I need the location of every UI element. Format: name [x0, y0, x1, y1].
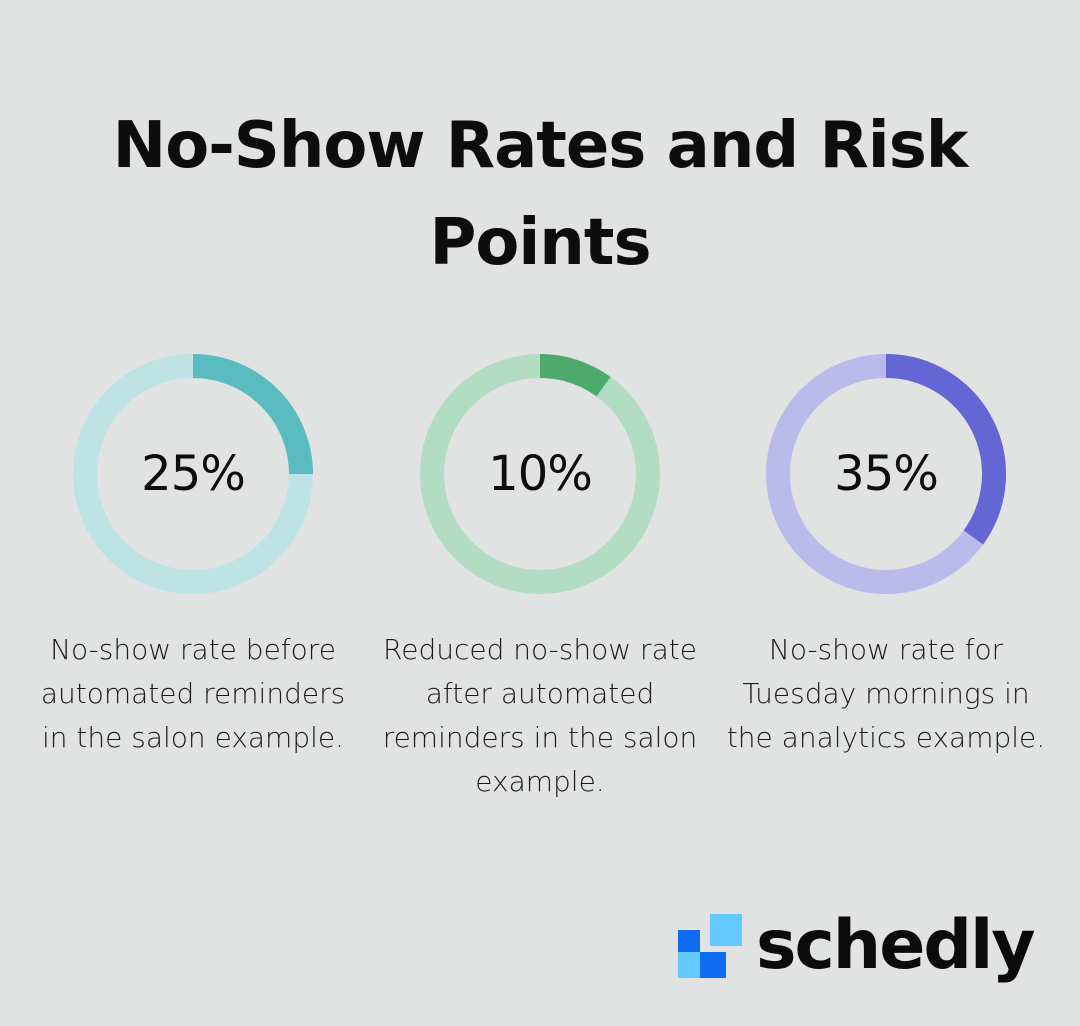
donut-chart-2: 10% — [418, 352, 662, 596]
stat-description-2: Reduced no-show rate after automated rem… — [382, 633, 698, 798]
stat-card-2: 10% Reduced no-show rate after automated… — [375, 352, 705, 804]
stat-card-3: 35% No-show rate for Tuesday mornings in… — [721, 352, 1051, 760]
donut-value-arc-3 — [885, 354, 1006, 545]
logo-square-dark-bottom — [700, 952, 726, 978]
donut-value-label-3: 35% — [834, 446, 939, 502]
logo-square-light-top — [710, 914, 742, 946]
donut-svg-3 — [766, 354, 1006, 594]
donut-chart-1: 25% — [71, 352, 315, 596]
donut-value-label-1: 25% — [141, 446, 246, 502]
brand-name: schedly — [756, 906, 1036, 985]
stat-description-1: No-show rate before automated reminders … — [40, 633, 346, 754]
brand-logo: schedly — [678, 906, 1036, 986]
page-title: No-Show Rates and Risk Points — [112, 109, 969, 280]
stat-description-3: No-show rate for Tuesday mornings in the… — [726, 633, 1046, 754]
logo-square-light-bottom — [678, 952, 700, 978]
schedly-logo-icon — [678, 914, 742, 978]
stat-card-1: 25% No-show rate before automated remind… — [28, 352, 358, 760]
donut-chart-3: 35% — [764, 352, 1008, 596]
logo-square-dark-left — [678, 930, 700, 952]
donut-svg-1 — [73, 354, 313, 594]
donut-value-arc-2 — [539, 354, 611, 397]
donut-svg-2 — [420, 354, 660, 594]
donut-value-label-2: 10% — [488, 446, 593, 502]
donut-value-arc-1 — [192, 354, 313, 475]
